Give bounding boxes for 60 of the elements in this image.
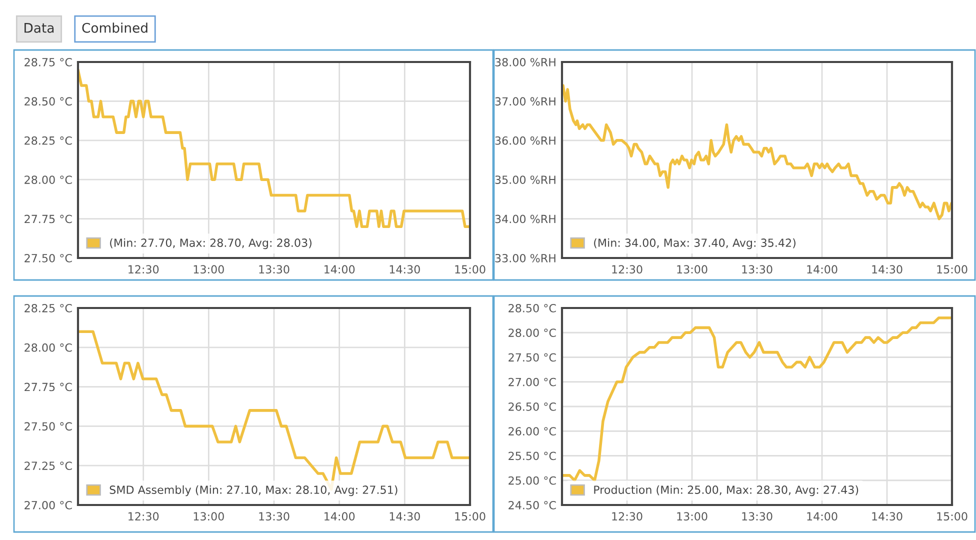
- text: Data: [24, 23, 54, 33]
- x-tick-label: 14:30: [872, 512, 902, 521]
- x-tick-label: 13:00: [194, 265, 224, 274]
- x-tick-label: 13:30: [259, 512, 290, 521]
- line-series: [562, 84, 952, 220]
- x-tick-label: 12:30: [612, 512, 642, 521]
- y-tick-label: 26.00 °C: [508, 427, 556, 436]
- x-tick-label: 15:00: [455, 512, 486, 521]
- y-tick-label: 25.50 °C: [508, 452, 556, 460]
- y-tick-label: 28.00 °C: [24, 343, 72, 352]
- legend-label: (Min: 27.70, Max: 28.70, Avg: 28.03): [110, 238, 312, 250]
- legend-label: SMD Assembly (Min: 27.10, Max: 28.10, Avg: 27.51): [110, 485, 398, 496]
- x-tick-label: 13:00: [677, 265, 708, 274]
- y-tick-label: 37.00 %RH: [495, 97, 556, 106]
- x-tick-label: 14:00: [807, 512, 838, 521]
- legend-label: (Min: 34.00, Max: 37.40, Avg: 35.42): [594, 238, 796, 250]
- y-tick-label: 27.50 °C: [508, 353, 556, 362]
- x-tick-label: 14:30: [872, 265, 902, 274]
- text: Combined: [82, 22, 148, 33]
- y-tick-label: 28.50 °C: [24, 97, 72, 106]
- x-tick-label: 14:00: [324, 512, 355, 521]
- y-tick-label: 27.50 °C: [24, 422, 72, 431]
- x-tick-label: 13:00: [194, 512, 224, 521]
- line-series: [78, 68, 470, 228]
- x-tick-label: 12:30: [612, 265, 642, 274]
- y-tick-label: 27.25 °C: [24, 462, 72, 470]
- y-tick-label: 27.00 °C: [508, 378, 556, 386]
- x-tick-label: 13:30: [742, 265, 772, 274]
- y-tick-label: 38.00 %RH: [495, 58, 556, 66]
- y-tick-label: 26.50 °C: [508, 402, 556, 411]
- x-tick-label: 12:30: [128, 512, 159, 521]
- x-tick-label: 15:00: [455, 265, 486, 274]
- y-tick-label: 36.00 %RH: [495, 136, 556, 145]
- y-tick-label: 27.75 °C: [24, 382, 72, 392]
- x-tick-label: 13:30: [742, 512, 772, 521]
- y-tick-label: 35.00 %RH: [495, 176, 556, 184]
- y-tick-label: 28.75 °C: [24, 58, 72, 66]
- y-tick-label: 24.50 °C: [508, 500, 556, 510]
- x-tick-label: 14:30: [390, 265, 420, 274]
- x-tick-label: 12:30: [128, 265, 159, 274]
- y-tick-label: 28.50 °C: [508, 304, 556, 312]
- x-tick-label: 14:30: [390, 512, 420, 521]
- legend-label: Production (Min: 25.00, Max: 28.30, Avg: 27.43): [594, 485, 858, 496]
- y-tick-label: 33.00 %RH: [495, 254, 556, 262]
- x-tick-label: 14:00: [324, 265, 355, 274]
- y-tick-label: 25.00 °C: [508, 476, 556, 485]
- y-tick-label: 27.00 °C: [24, 500, 72, 510]
- y-tick-label: 28.25 °C: [24, 136, 72, 145]
- y-tick-label: 28.00 °C: [24, 176, 72, 184]
- y-tick-label: 28.00 °C: [508, 328, 556, 338]
- y-tick-label: 34.00 %RH: [495, 214, 556, 224]
- x-tick-label: 14:00: [807, 265, 838, 274]
- y-tick-label: 28.25 °C: [24, 304, 72, 312]
- line-series: [562, 316, 952, 482]
- x-tick-label: 15:00: [937, 265, 968, 274]
- x-tick-label: 13:00: [677, 512, 708, 521]
- x-tick-label: 13:30: [259, 265, 290, 274]
- y-tick-label: 27.75 °C: [24, 214, 72, 224]
- x-tick-label: 15:00: [937, 512, 968, 521]
- y-tick-label: 27.50 °C: [24, 254, 72, 262]
